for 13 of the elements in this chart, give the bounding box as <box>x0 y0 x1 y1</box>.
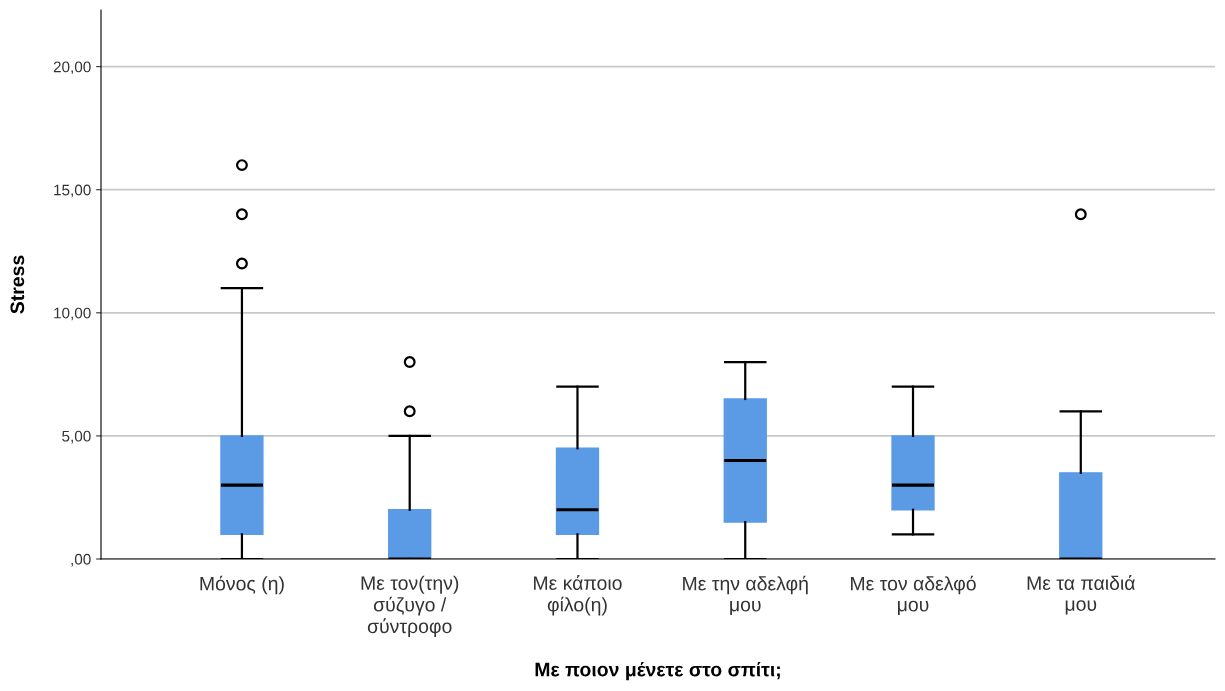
x-tick-label: Με τα παιδιά μου <box>1027 575 1135 615</box>
y-tick-label: ,00 <box>71 553 91 567</box>
x-tick-label: Με κάποιο φίλο(η) <box>534 575 622 616</box>
x-tick-label: Με τον αδελφό μου <box>851 575 976 615</box>
x-axis-title: Με ποιον μένετε στο σπίτι; <box>535 661 780 681</box>
y-tick-label: 15,00 <box>54 184 91 198</box>
x-tick-label: Με τον(την) σύζυγο / σύντροφο <box>361 575 459 638</box>
x-tick-label: Με την αδελφή μου <box>683 575 808 615</box>
y-tick-label: 10,00 <box>54 307 91 321</box>
x-tick-label: Μόνος (η) <box>200 575 284 595</box>
y-tick-label: 5,00 <box>62 430 91 444</box>
y-axis-title: Stress <box>10 255 25 314</box>
y-tick-label: 20,00 <box>53 61 91 75</box>
